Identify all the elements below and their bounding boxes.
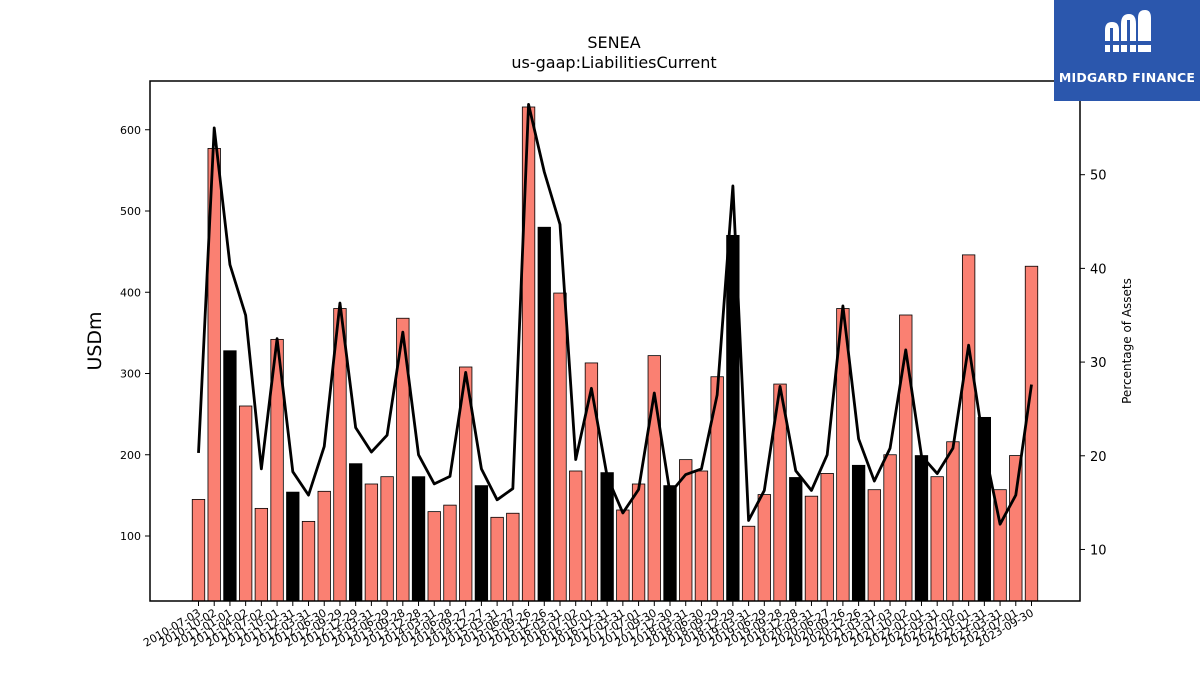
- bar-2017-12-30: [663, 485, 677, 602]
- bar-2012-03-31: [301, 520, 316, 602]
- bar-2020-06-27: [820, 473, 834, 602]
- bar-2012-06-30: [317, 490, 331, 602]
- bar-2014-03-31: [427, 511, 441, 602]
- bar-2023-09-30: [1024, 265, 1039, 602]
- bar-2016-07-02: [569, 470, 583, 602]
- right-axis: 10 20 30 40 50: [1080, 169, 1107, 558]
- y2-tick-label: 40: [1090, 262, 1107, 277]
- bar-2011-12-31: [286, 491, 300, 602]
- y2-axis-label: Percentage of Assets: [1120, 278, 1134, 404]
- bar-2016-03-31: [553, 292, 567, 602]
- bar-2021-03-31: [867, 489, 881, 602]
- y-tick-label: 200: [120, 449, 141, 462]
- y-tick-label: 500: [120, 205, 141, 218]
- percentage-line: [197, 103, 1033, 526]
- bar-2015-12-26: [537, 226, 551, 602]
- bar-2019-12-28: [789, 477, 803, 602]
- left-axis: 100 200 300 400 500 600: [120, 124, 150, 543]
- y-axis-label: USDm: [84, 311, 106, 370]
- bars-group: [191, 106, 1039, 602]
- bar-2014-12-27: [474, 485, 489, 602]
- y2-tick-label: 10: [1090, 543, 1107, 558]
- bar-2019-03-31: [741, 525, 756, 602]
- bar-2017-03-31: [616, 509, 630, 602]
- line-group: [197, 103, 1033, 526]
- bar-2011-04-02: [238, 405, 253, 602]
- bar-2013-03-31: [364, 483, 379, 602]
- bar-2020-03-31: [804, 495, 819, 602]
- y-tick-label: 300: [120, 368, 141, 381]
- bar-2022-07-02: [946, 441, 960, 602]
- bar-2015-06-27: [506, 512, 520, 602]
- y2-tick-label: 20: [1090, 450, 1107, 465]
- bar-2014-06-28: [443, 504, 457, 602]
- bar-2022-10-01: [961, 254, 976, 602]
- midgard-logo-icon: [1101, 10, 1153, 58]
- brand-logo: MIDGARD FINANCE: [1054, 0, 1200, 101]
- bar-2017-07-01: [631, 483, 646, 602]
- bar-2022-01-01: [914, 455, 929, 602]
- bar-2023-07-01: [1009, 455, 1023, 602]
- bar-2016-12-31: [600, 472, 614, 602]
- y2-tick-label: 30: [1090, 356, 1107, 371]
- logo-text: MIDGARD FINANCE: [1058, 70, 1196, 85]
- chart-title: SENEA: [587, 33, 640, 52]
- bar-2013-06-29: [380, 476, 394, 602]
- bar-2016-10-01: [584, 362, 599, 602]
- bar-2020-12-26: [851, 464, 866, 602]
- bar-2019-06-29: [757, 494, 771, 602]
- bar-2013-12-28: [411, 476, 426, 602]
- bar-2012-12-29: [349, 463, 363, 602]
- bar-2021-07-03: [883, 454, 897, 602]
- plot-frame: [149, 80, 1081, 602]
- bar-2018-06-30: [694, 470, 709, 602]
- y-tick-label: 400: [120, 286, 141, 299]
- y-tick-label: 600: [120, 124, 141, 137]
- bar-2022-03-31: [930, 476, 944, 602]
- bar-2010-07-03: [191, 499, 206, 602]
- y-tick-label: 100: [120, 530, 141, 543]
- y2-tick-label: 50: [1090, 169, 1107, 184]
- bar-2011-01-01: [223, 350, 237, 602]
- x-axis: 2010-07-032010-10-022011-01-012011-04-02…: [141, 601, 1036, 650]
- bar-2015-03-31: [490, 516, 504, 602]
- bar-2011-07-02: [254, 507, 269, 602]
- chart-subtitle: us-gaap:LiabilitiesCurrent: [511, 53, 716, 72]
